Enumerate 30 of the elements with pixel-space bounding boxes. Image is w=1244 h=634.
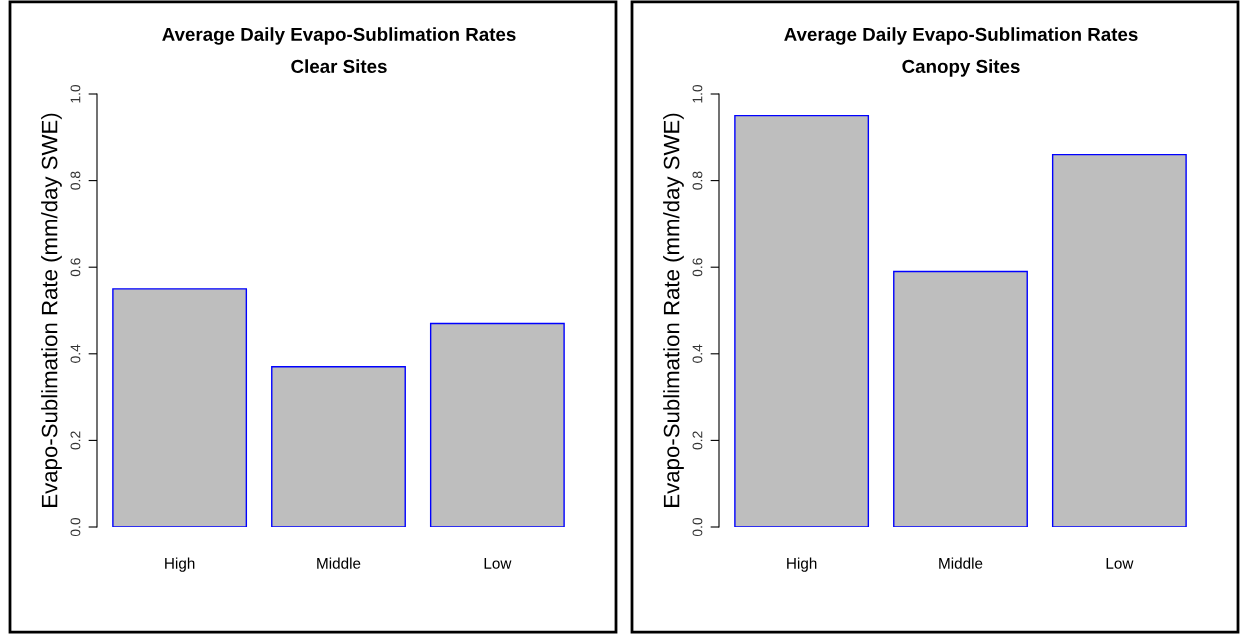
chart-subtitle: Canopy Sites [902, 59, 1020, 77]
y-tick-label: 0.4 [70, 344, 81, 363]
x-tick-label: High [787, 557, 817, 572]
x-tick-label: Middle [939, 557, 983, 569]
x-tick-label: High [165, 557, 195, 572]
bar [429, 322, 565, 527]
bar [893, 270, 1028, 527]
y-tick-label: 0.6 [70, 258, 81, 277]
y-tick-label: 0.4 [692, 344, 703, 363]
chart-title: Average Daily Evapo-Sublimation Rates [162, 27, 516, 45]
bar [112, 288, 248, 527]
y-tick-label: 0.2 [70, 431, 81, 450]
y-tick-label: 0.8 [692, 171, 703, 190]
y-tick-label: 0.2 [692, 431, 703, 450]
x-tick-label: Low [484, 558, 512, 569]
bar [734, 114, 870, 527]
x-tick-label: Middle [317, 557, 361, 569]
y-tick-label: 0.0 [70, 517, 81, 537]
x-tick-label: Low [1106, 558, 1134, 569]
y-tick-label: 0.8 [70, 171, 81, 190]
bar [1051, 153, 1187, 527]
chart-title: Average Daily Evapo-Sublimation Rates [784, 27, 1138, 45]
y-tick-label: 0.0 [692, 517, 703, 537]
y-tick-label: 1.0 [692, 84, 703, 103]
y-tick-label: 0.6 [692, 258, 703, 277]
bar [271, 366, 406, 527]
y-tick-label: 1.0 [70, 84, 81, 103]
chart-subtitle: Clear Sites [291, 59, 387, 74]
y-axis-title: Evapo-Sublimation Rate (mm/day SWE) [663, 113, 684, 507]
y-axis-title: Evapo-Sublimation Rate (mm/day SWE) [41, 113, 62, 507]
